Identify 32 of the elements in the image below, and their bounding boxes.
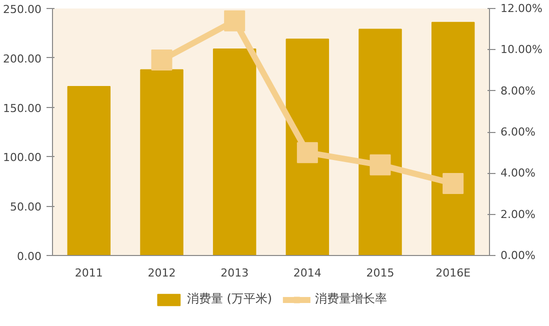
bar [358,28,402,256]
x-tick-label: 2011 [74,266,103,280]
bar [431,22,475,256]
y2-tick-label: 2.00% [500,208,536,221]
y2-tick-label: 6.00% [500,126,536,138]
y2-tick-label: 0.00% [500,249,536,262]
x-tick-label: 2016E [436,266,471,280]
point [296,142,318,164]
y-tick-label: 150.00 [3,102,42,115]
y-tick-label: 100.00 [3,151,42,164]
y-tick-label: 50.00 [10,200,42,214]
y2-tick-label: 10.00% [500,43,542,56]
y-tick-label: 200.00 [3,52,42,66]
y2-tick-label: 8.00% [500,84,536,98]
point [442,172,464,194]
y-tick-label: 0.00 [17,250,42,263]
y2-tick-label: 4.00% [500,166,536,180]
point [370,154,391,176]
bar [67,86,111,256]
point [224,10,246,32]
legend-label: 消费量增长率 [315,290,388,308]
bar [212,48,256,256]
x-tick-label: 2013 [220,266,249,280]
legend-label: 消费量 (万平米) [186,290,272,308]
bar [286,38,330,256]
x-tick-label: 2015 [366,266,394,280]
point [151,49,172,70]
y-tick-label: 250.00 [3,3,42,16]
x-tick-label: 2014 [293,266,322,280]
x-tick-label: 2012 [148,266,176,280]
y2-tick-label: 12.00% [500,2,542,15]
bar [140,69,184,256]
